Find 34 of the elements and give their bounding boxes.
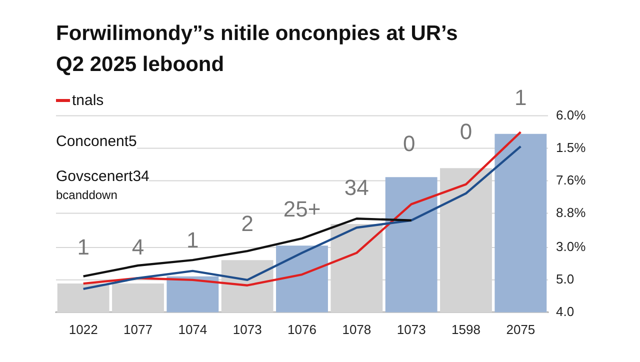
annotation: 0	[460, 119, 472, 144]
x-tick-label: 1074	[178, 322, 208, 337]
legend-label: tnals	[72, 92, 104, 109]
text: 4.0	[556, 304, 574, 319]
x-tick-label: 1076	[288, 322, 316, 337]
x-tick-label: 1073	[396, 322, 426, 337]
text: 8.8%	[556, 204, 586, 220]
text: 7.6%	[556, 172, 586, 188]
annotation: 25+	[283, 196, 321, 222]
text: 6.0%	[556, 107, 586, 122]
x-tick-label: 1073	[232, 322, 262, 337]
text: 1.5%	[556, 140, 586, 155]
bar	[166, 276, 219, 312]
text: 3.0%	[556, 239, 586, 254]
bar	[385, 177, 438, 312]
x-tick-label: 1022	[68, 322, 98, 337]
annotation: bcanddown	[56, 188, 118, 202]
x-tick-label: 1078	[342, 322, 372, 337]
annotation: Conconent5	[56, 133, 137, 150]
x-tick-label: 1077	[124, 322, 152, 337]
chart-title: Forwilimondy”s nitile onconpies at UR’s Q2 2025 leboond	[56, 21, 458, 78]
x-tick-label: 2075	[506, 322, 536, 337]
annotation: 1	[186, 227, 199, 252]
annotation: 2	[241, 211, 254, 236]
annotation: 34	[344, 175, 369, 200]
bar	[494, 134, 547, 312]
annotation: 1	[514, 84, 527, 110]
annotation: 1	[77, 234, 90, 260]
annotation: Govscenert34	[56, 168, 150, 185]
x-tick-label: 1598	[452, 322, 480, 337]
text: 5.0	[556, 272, 574, 287]
annotation: 0	[403, 131, 416, 157]
bar	[276, 246, 328, 312]
annotation: 4	[132, 234, 144, 260]
